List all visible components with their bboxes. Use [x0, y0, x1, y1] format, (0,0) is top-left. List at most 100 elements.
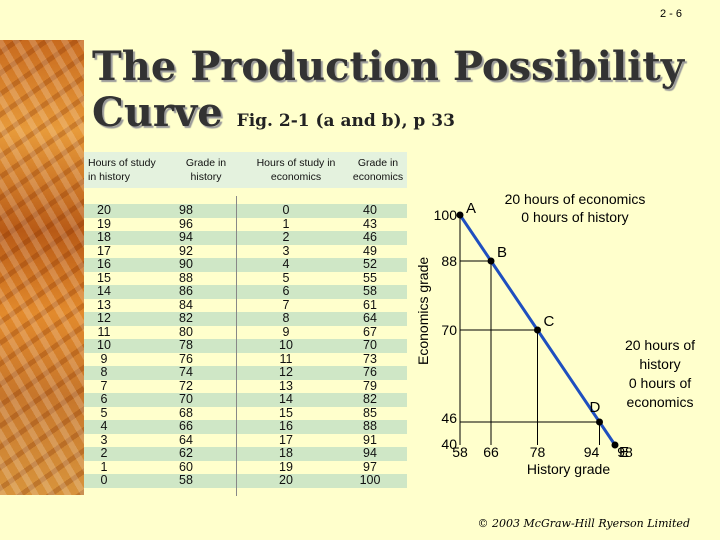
header-hours-econ: Hours of study in economics	[256, 157, 336, 183]
cell-hours-history: 12	[97, 311, 111, 325]
cell-grade-econ: 61	[363, 297, 377, 312]
point-label-A: A	[466, 200, 476, 217]
cell-grade-econ: 46	[363, 230, 377, 244]
cell-grade-econ: 67	[363, 324, 377, 339]
y-tick-label: 70	[441, 322, 457, 338]
cell-grade-history: 92	[179, 243, 193, 258]
cell-grade-history: 58	[179, 473, 193, 487]
column-grade-history: 98 96 94 92 90 88 86 84 82 80 78 76 74 72 70 68 66 64 62 60…	[166, 203, 206, 488]
cell-hours-econ: 4	[282, 257, 290, 271]
cell-grade-econ: 79	[363, 378, 377, 393]
cell-hours-history: 6	[100, 392, 108, 406]
cell-grade-history: 90	[179, 257, 193, 271]
cell-grade-history: 80	[179, 324, 193, 339]
annotation-top-line2: 0 hours of history	[521, 209, 628, 225]
decorative-strip	[0, 40, 84, 495]
cell-grade-econ: 73	[363, 351, 377, 366]
cell-hours-history: 13	[97, 297, 111, 312]
cell-grade-econ: 94	[363, 446, 377, 460]
point-label-C: C	[544, 313, 555, 330]
table-row-band	[84, 204, 407, 218]
cell-hours-econ: 8	[282, 311, 290, 325]
cell-hours-history: 7	[100, 378, 108, 393]
x-tick-label: 94	[584, 444, 600, 460]
data-table: Hours of study in history Grade in histo…	[84, 152, 407, 496]
cell-grade-history: 66	[179, 419, 193, 433]
point-label-D: D	[590, 399, 601, 416]
cell-grade-history: 76	[179, 351, 193, 366]
cell-grade-econ: 82	[363, 392, 377, 406]
cell-hours-econ: 18	[279, 446, 293, 460]
table-divider	[236, 196, 237, 496]
cell-hours-history: 10	[97, 338, 111, 352]
cell-hours-history: 14	[97, 284, 111, 298]
cell-grade-history: 74	[179, 365, 193, 379]
y-tick-label: 100	[434, 207, 458, 223]
point-label-B: B	[497, 244, 507, 261]
cell-grade-econ: 76	[363, 365, 377, 379]
table-row-band	[84, 285, 407, 299]
header-grade-econ: Grade in economics	[352, 157, 404, 183]
cell-hours-econ: 1	[282, 216, 290, 231]
cell-hours-history: 2	[100, 446, 108, 460]
annotation-right-line: 20 hours of	[625, 337, 695, 353]
table-row-band	[84, 231, 407, 245]
cell-hours-history: 19	[97, 216, 111, 231]
cell-hours-history: 5	[100, 405, 108, 420]
cell-grade-history: 72	[179, 378, 193, 393]
cell-grade-history: 78	[179, 338, 193, 352]
cell-hours-history: 0	[100, 473, 108, 487]
x-tick-label: 98	[617, 444, 633, 460]
copyright-footer: © 2003 McGraw-Hill Ryerson Limited	[477, 517, 690, 530]
slide-title: The Production Possibility Curve Fig. 2-…	[92, 44, 684, 144]
cell-grade-econ: 88	[363, 419, 377, 433]
cell-grade-history: 70	[179, 392, 193, 406]
y-tick-label: 46	[441, 410, 457, 426]
cell-grade-econ: 100	[359, 473, 381, 487]
cell-hours-econ: 7	[282, 297, 290, 312]
cell-grade-econ: 40	[363, 203, 377, 217]
x-axis-label: History grade	[527, 461, 610, 477]
cell-grade-econ: 85	[363, 405, 377, 420]
title-line2: Curve	[92, 89, 223, 136]
cell-grade-econ: 55	[363, 270, 377, 285]
table-row-band	[84, 393, 407, 407]
cell-hours-econ: 20	[279, 473, 293, 487]
cell-grade-history: 82	[179, 311, 193, 325]
annotation-top-line1: 20 hours of economics	[505, 191, 646, 207]
annotation-right-line: economics	[627, 394, 694, 410]
cell-hours-history: 3	[100, 432, 108, 447]
cell-hours-econ: 15	[279, 405, 293, 420]
cell-hours-econ: 13	[279, 378, 293, 393]
data-point-A	[456, 211, 464, 219]
data-point-E	[611, 441, 619, 449]
cell-hours-econ: 6	[282, 284, 290, 298]
cell-hours-history: 9	[100, 351, 108, 366]
cell-hours-econ: 16	[279, 419, 293, 433]
cell-hours-econ: 5	[282, 270, 290, 285]
point-label-E: E	[619, 444, 629, 461]
cell-hours-history: 11	[97, 324, 111, 339]
data-point-B	[487, 257, 495, 265]
cell-hours-econ: 14	[279, 392, 293, 406]
data-point-C	[534, 326, 541, 334]
cell-grade-history: 84	[179, 297, 193, 312]
cell-grade-history: 60	[179, 459, 193, 474]
cell-grade-history: 64	[179, 432, 193, 447]
cell-hours-history: 16	[97, 257, 111, 271]
cell-hours-econ: 19	[279, 459, 293, 474]
cell-grade-econ: 43	[363, 216, 377, 231]
x-tick-label: 78	[530, 444, 546, 460]
table-row-band	[84, 312, 407, 326]
cell-grade-econ: 49	[363, 243, 377, 258]
cell-grade-history: 86	[179, 284, 193, 298]
table-header-band	[84, 152, 407, 188]
column-grade-econ: 40 43 46 49 52 55 58 61 64 67 70 73 76 79 82 85 88 91 94 97…	[350, 203, 390, 488]
title-line1: The Production Possibility	[92, 43, 685, 90]
table-row-band	[84, 339, 407, 353]
table-row-band	[84, 366, 407, 380]
cell-hours-history: 1	[100, 459, 108, 474]
table-row-band	[84, 420, 407, 434]
cell-grade-econ: 70	[363, 338, 377, 352]
header-hours-history: Hours of study in history	[88, 157, 156, 183]
